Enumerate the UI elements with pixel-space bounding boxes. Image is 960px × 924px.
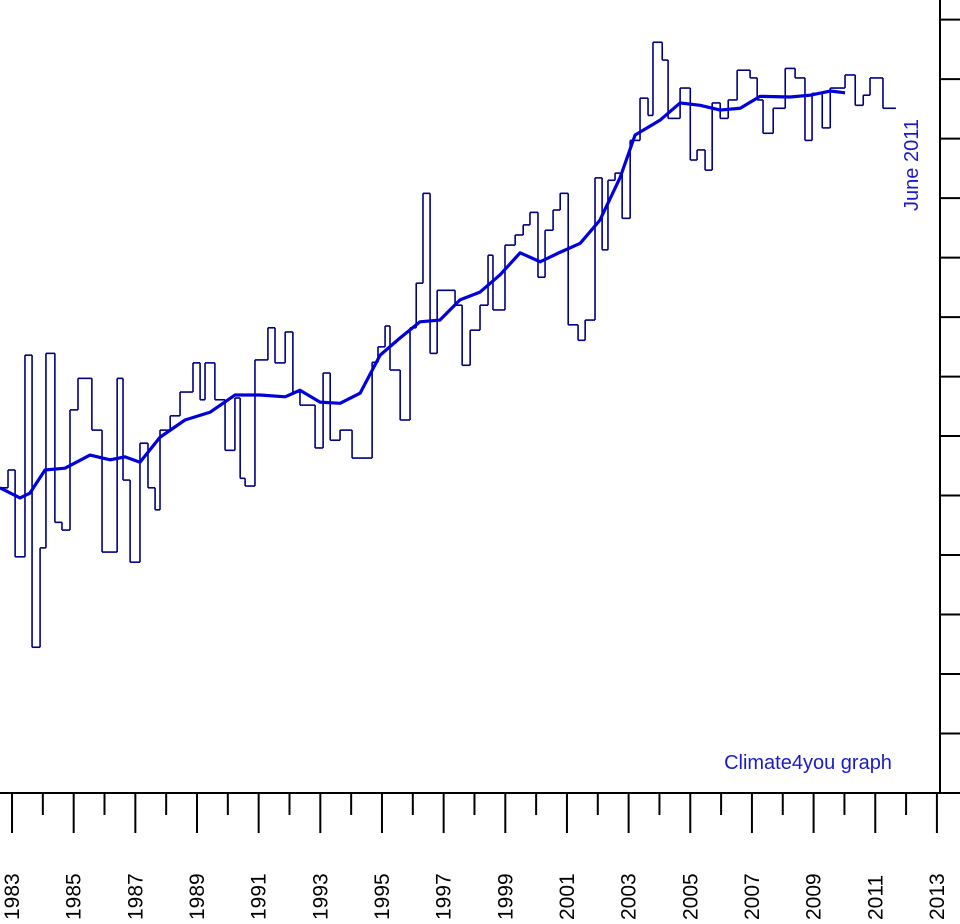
x-tick-label: 2001 bbox=[556, 873, 579, 920]
smoothed-line bbox=[0, 89, 846, 500]
x-tick-label: 1987 bbox=[124, 873, 147, 920]
x-tick-label: 2013 bbox=[926, 873, 949, 920]
x-tick-label: 2009 bbox=[803, 873, 826, 920]
x-tick-label: 1991 bbox=[248, 873, 271, 920]
annotation: June 2011 bbox=[901, 119, 923, 211]
x-tick-label: 2011 bbox=[864, 875, 887, 920]
x-tick-label: 1985 bbox=[63, 873, 86, 920]
annotation: Climate4you graph bbox=[724, 752, 892, 774]
x-tick-label: 1993 bbox=[309, 873, 332, 920]
x-tick-label: 2003 bbox=[618, 873, 641, 920]
x-tick-label: 1995 bbox=[371, 873, 394, 920]
x-tick-label: 1989 bbox=[186, 873, 209, 920]
x-tick-label: 2007 bbox=[741, 873, 764, 920]
x-tick-label: 1997 bbox=[433, 873, 456, 920]
x-tick-label: 1999 bbox=[494, 873, 517, 920]
x-tick-label: 2005 bbox=[679, 873, 702, 920]
x-tick-label: 1983 bbox=[1, 873, 24, 920]
